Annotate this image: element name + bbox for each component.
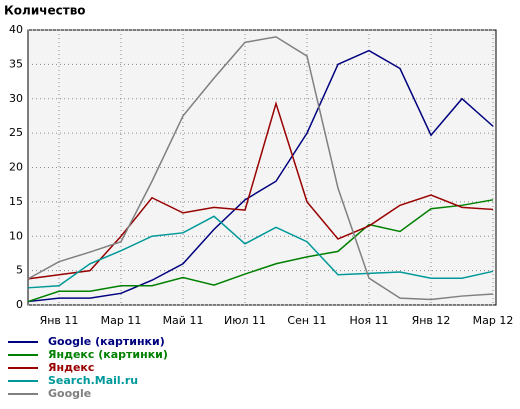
y-tick-label: 5 — [16, 264, 23, 277]
x-tick-label: Сен 11 — [287, 314, 326, 327]
legend-label: Google (картинки) — [48, 335, 165, 348]
y-tick-label: 0 — [16, 298, 23, 311]
y-tick-label: 15 — [9, 195, 23, 208]
series-line — [27, 49, 494, 303]
series-line — [27, 36, 494, 301]
plot-area — [27, 29, 497, 306]
series-line — [27, 199, 494, 303]
y-tick-label: 10 — [9, 229, 23, 242]
legend-label: Яндекс — [48, 361, 94, 374]
x-tick-label: Мар 12 — [473, 314, 514, 327]
x-tick-label: Май 11 — [163, 314, 204, 327]
x-tick-label: Июл 11 — [224, 314, 266, 327]
legend-label: Search.Mail.ru — [48, 374, 138, 387]
legend-label: Яндекс (картинки) — [48, 348, 168, 361]
legend-label: Google — [48, 387, 91, 400]
y-tick-label: 25 — [9, 126, 23, 139]
series-line — [27, 100, 494, 280]
x-tick-label: Янв 11 — [40, 314, 79, 327]
y-tick-label: 30 — [9, 92, 23, 105]
x-tick-label: Янв 12 — [412, 314, 451, 327]
series-line — [27, 215, 494, 289]
y-axis-label: Количество — [4, 4, 86, 18]
y-tick-label: 40 — [9, 23, 23, 36]
y-tick-label: 35 — [9, 57, 23, 70]
y-tick-label: 20 — [9, 161, 23, 174]
x-tick-label: Мар 11 — [101, 314, 142, 327]
x-tick-label: Ноя 11 — [349, 314, 388, 327]
